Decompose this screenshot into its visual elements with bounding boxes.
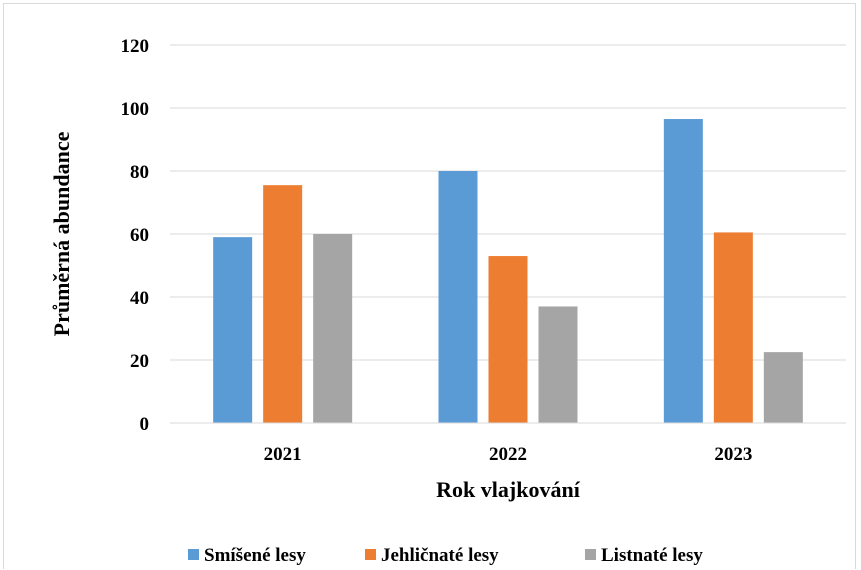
legend-swatch [365,549,376,560]
bar-jehličnaté-lesy-2023 [713,232,753,423]
y-tick-label: 20 [130,351,149,372]
legend-item: Jehličnaté lesy [365,545,499,566]
legend-swatch [585,549,596,560]
y-axis-title: Průměrná abundance [49,131,74,336]
bar-smíšené-lesy-2021 [213,237,253,423]
y-tick-label: 100 [121,99,150,120]
x-tick-labels: 2021 2022 2023 [264,444,753,465]
y-tick-label: 40 [130,288,149,309]
y-tick-labels: 0 20 40 60 80 100 120 [121,36,150,435]
y-tick-label: 120 [121,36,150,57]
x-axis-title: Rok vlajkování [436,477,581,502]
legend-label: Smíšené lesy [204,545,306,566]
legend-swatch [188,549,199,560]
legend-label: Jehličnaté lesy [381,545,499,566]
legend-item: Listnaté lesy [585,545,703,566]
bar-listnaté-lesy-2022 [538,306,578,423]
bar-listnaté-lesy-2021 [313,234,353,423]
bar-smíšené-lesy-2022 [438,171,478,423]
x-tick-label: 2022 [489,444,527,465]
x-tick-label: 2021 [264,444,302,465]
bars [170,119,846,424]
x-tick-label: 2023 [714,444,752,465]
legend-item: Smíšené lesy [188,545,306,566]
legend: Smíšené lesy Jehličnaté lesy Listnaté lesy [188,545,703,566]
bar-jehličnaté-lesy-2021 [263,185,303,423]
y-tick-label: 60 [130,225,149,246]
y-tick-label: 0 [140,414,150,435]
chart-frame [3,3,856,569]
bar-listnaté-lesy-2023 [763,352,803,423]
legend-label: Listnaté lesy [601,545,703,566]
y-tick-label: 80 [130,162,149,183]
bar-smíšené-lesy-2023 [663,119,703,424]
bar-jehličnaté-lesy-2022 [488,256,528,423]
